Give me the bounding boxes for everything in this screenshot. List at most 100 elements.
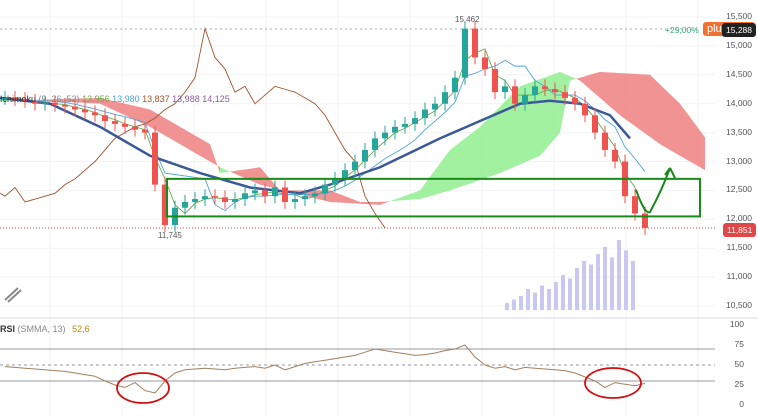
ichimoku-cloud-segment xyxy=(535,79,540,158)
volume-bar xyxy=(631,261,635,310)
rsi-tick: 25 xyxy=(734,379,744,389)
ichimoku-cloud-segment xyxy=(460,138,465,187)
ichimoku-cloud-segment xyxy=(495,106,500,175)
ichimoku-cloud-segment xyxy=(540,77,545,156)
candle-body xyxy=(132,126,138,130)
rsi-tick: 75 xyxy=(734,339,744,349)
rsi-circle-annotation xyxy=(116,372,170,404)
ichimoku-cloud-segment xyxy=(465,134,470,186)
candle-body xyxy=(492,69,498,93)
ichimoku-cloud-segment xyxy=(225,169,230,173)
ichimoku-cloud-segment xyxy=(425,176,430,198)
candle-body xyxy=(482,57,488,70)
ichimoku-cloud-segment xyxy=(90,98,95,104)
ichimoku-cloud-segment xyxy=(500,101,505,174)
ichimoku-cloud-segment xyxy=(360,201,365,204)
ichimoku-cloud-segment xyxy=(65,98,70,102)
price-tick: 14,000 xyxy=(726,97,752,108)
ichimoku-cloud-segment xyxy=(115,101,120,113)
ichimoku-cloud-segment xyxy=(240,169,245,179)
volume-bar xyxy=(603,247,607,310)
ichimoku-cloud-segment xyxy=(135,106,140,123)
candle-body xyxy=(162,184,168,226)
candle-body xyxy=(362,149,368,162)
ichimoku-cloud-segment xyxy=(335,192,340,203)
ichimoku-cloud-segment xyxy=(685,110,690,162)
rsi-line xyxy=(4,344,646,394)
ichimoku-cloud-segment xyxy=(55,99,60,102)
high-label: 15,462 xyxy=(455,15,480,24)
ichimoku-cloud-segment xyxy=(585,74,590,90)
ichimoku-cloud-segment xyxy=(200,138,205,159)
candle-body xyxy=(442,92,448,104)
candle-body xyxy=(412,118,418,124)
candle-body xyxy=(32,100,38,104)
ichimoku-cloud-segment xyxy=(570,76,575,81)
volume-bar xyxy=(540,285,544,310)
ichimoku-cloud-segment xyxy=(545,75,550,150)
volume-bar xyxy=(519,296,523,310)
candle-body xyxy=(342,170,348,179)
candle-body xyxy=(62,104,68,107)
candle-body xyxy=(592,115,598,133)
price-tick: 10,500 xyxy=(726,300,752,310)
ichimoku-cloud-segment xyxy=(185,129,190,150)
candle-body xyxy=(82,109,88,113)
ichimoku-cloud-segment xyxy=(550,73,555,145)
candle-body xyxy=(322,184,328,194)
ichimoku-cloud-segment xyxy=(190,132,195,153)
ichimoku-cloud-segment xyxy=(70,98,75,103)
volume-bar xyxy=(624,250,628,310)
candle-body xyxy=(22,99,28,101)
ichimoku-cloud-segment xyxy=(180,126,185,148)
ichimoku-cloud-segment xyxy=(610,72,615,111)
candle-body xyxy=(312,193,318,197)
volume-bar xyxy=(610,257,614,310)
ichimoku-cloud-segment xyxy=(80,98,85,103)
ichimoku-cloud-segment xyxy=(630,73,635,127)
ichimoku-cloud-segment xyxy=(415,190,420,200)
ichimoku-cloud-segment xyxy=(625,73,630,123)
ichimoku-cloud-segment xyxy=(475,126,480,182)
candle-body xyxy=(532,86,538,96)
rsi-circle-annotation xyxy=(584,367,642,399)
candle-body xyxy=(332,178,338,185)
ichimoku-cloud-segment xyxy=(215,158,220,174)
check-arrow-annotation xyxy=(635,167,676,214)
price-tick: 14,500 xyxy=(726,68,752,79)
ichimoku-cloud-segment xyxy=(440,156,445,194)
candle-body xyxy=(212,196,218,198)
ichimoku-cloud-segment xyxy=(675,98,680,156)
ichimoku-cloud-segment xyxy=(600,71,605,103)
candle-body xyxy=(372,138,378,150)
ichimoku-cloud-segment xyxy=(130,104,135,120)
candle-body xyxy=(92,112,98,116)
ichimoku-cloud-segment xyxy=(430,170,435,197)
ichimoku-cloud-segment xyxy=(245,168,250,181)
candle-body xyxy=(152,132,158,185)
ichimoku-cloud-segment xyxy=(160,115,165,136)
ichimoku-cloud-segment xyxy=(140,107,145,125)
candle-body xyxy=(72,106,78,110)
candle-body xyxy=(642,213,648,228)
candle-body xyxy=(582,103,588,116)
ichimoku-cloud-segment xyxy=(105,99,110,109)
candle-body xyxy=(542,86,548,90)
candle-body xyxy=(272,187,278,197)
ichimoku-cloud-segment xyxy=(565,74,570,107)
candle-body xyxy=(552,89,558,93)
ichimoku-cloud-segment xyxy=(445,149,450,192)
ichimoku-cloud-segment xyxy=(555,71,560,139)
ichimoku-cloud-segment xyxy=(485,116,490,179)
candle-body xyxy=(102,115,108,122)
ichimoku-cloud-segment xyxy=(670,94,675,153)
ichimoku-cloud-segment xyxy=(510,91,515,169)
ichimoku-cloud-segment xyxy=(370,201,375,205)
ichimoku-cloud-segment xyxy=(355,200,360,204)
price-tick: 13,500 xyxy=(726,126,752,137)
ichimoku-cloud-segment xyxy=(640,74,645,134)
candle-body xyxy=(472,28,478,58)
ichimoku-cloud-segment xyxy=(455,142,460,189)
